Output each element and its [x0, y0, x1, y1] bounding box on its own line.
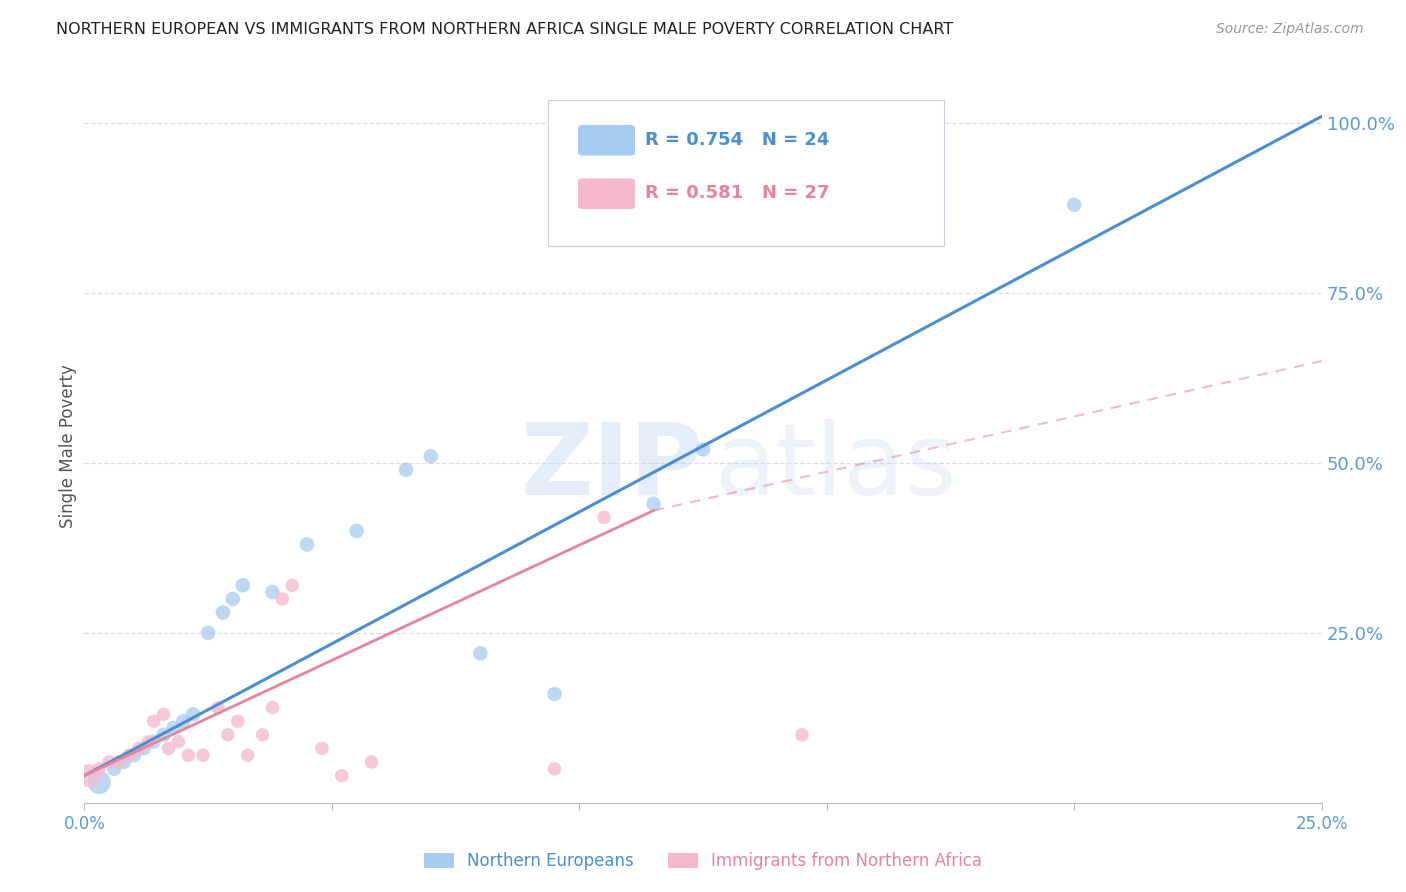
- Point: [108, 755, 131, 769]
- Point: [226, 714, 249, 729]
- Point: [152, 707, 174, 722]
- Point: [395, 463, 418, 477]
- Point: [212, 606, 235, 620]
- Point: [543, 687, 565, 701]
- Point: [191, 748, 214, 763]
- Point: [643, 497, 665, 511]
- Point: [295, 537, 318, 551]
- Point: [217, 728, 239, 742]
- Point: [262, 700, 284, 714]
- Point: [142, 734, 165, 748]
- Point: [181, 707, 204, 722]
- Text: Source: ZipAtlas.com: Source: ZipAtlas.com: [1216, 22, 1364, 37]
- Point: [311, 741, 333, 756]
- Point: [89, 775, 111, 789]
- Point: [790, 728, 813, 742]
- Point: [330, 769, 353, 783]
- Point: [197, 626, 219, 640]
- Legend: Northern Europeans, Immigrants from Northern Africa: Northern Europeans, Immigrants from Nort…: [418, 846, 988, 877]
- Text: atlas: atlas: [716, 419, 957, 516]
- Text: R = 0.754   N = 24: R = 0.754 N = 24: [645, 131, 830, 149]
- Text: ZIP: ZIP: [520, 419, 703, 516]
- Point: [142, 714, 165, 729]
- Point: [152, 728, 174, 742]
- Point: [236, 748, 259, 763]
- Point: [692, 442, 714, 457]
- Point: [172, 714, 194, 729]
- Point: [98, 755, 121, 769]
- Point: [1063, 198, 1085, 212]
- Y-axis label: Single Male Poverty: Single Male Poverty: [59, 364, 77, 528]
- Point: [112, 755, 135, 769]
- Point: [207, 700, 229, 714]
- Point: [157, 741, 180, 756]
- Point: [167, 734, 190, 748]
- Point: [593, 510, 616, 524]
- Point: [132, 741, 155, 756]
- Point: [118, 748, 141, 763]
- Point: [177, 748, 200, 763]
- Point: [162, 721, 184, 735]
- FancyBboxPatch shape: [578, 125, 636, 155]
- Point: [252, 728, 274, 742]
- Text: R = 0.581   N = 27: R = 0.581 N = 27: [645, 185, 830, 202]
- Point: [103, 762, 125, 776]
- Point: [346, 524, 368, 538]
- Point: [138, 734, 160, 748]
- Point: [281, 578, 304, 592]
- Point: [79, 769, 101, 783]
- Point: [232, 578, 254, 592]
- FancyBboxPatch shape: [548, 100, 945, 246]
- Text: NORTHERN EUROPEAN VS IMMIGRANTS FROM NORTHERN AFRICA SINGLE MALE POVERTY CORRELA: NORTHERN EUROPEAN VS IMMIGRANTS FROM NOR…: [56, 22, 953, 37]
- FancyBboxPatch shape: [578, 178, 636, 209]
- Point: [122, 748, 145, 763]
- Point: [419, 449, 441, 463]
- Point: [543, 762, 565, 776]
- Point: [360, 755, 382, 769]
- Point: [222, 591, 245, 606]
- Point: [271, 591, 294, 606]
- Point: [262, 585, 284, 599]
- Point: [128, 741, 150, 756]
- Point: [470, 646, 492, 660]
- Point: [89, 762, 111, 776]
